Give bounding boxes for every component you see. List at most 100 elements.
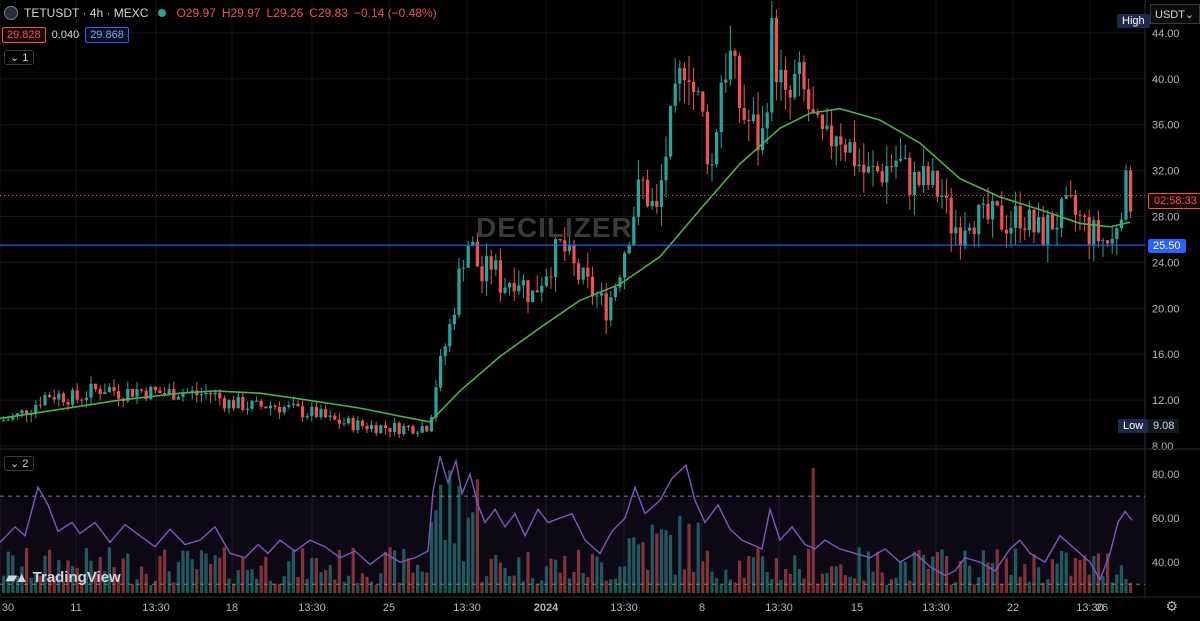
indicator-toggle-1[interactable]: ⌄ 1	[4, 50, 35, 65]
candle-body	[158, 390, 162, 394]
volume-bar	[986, 562, 990, 593]
volume-bar	[466, 517, 470, 593]
candle-body	[613, 287, 617, 298]
volume-bar	[75, 568, 79, 593]
candle-body	[43, 394, 47, 406]
volume-bar	[416, 564, 420, 593]
indicator-toggle-2[interactable]: ⌄ 2	[4, 456, 35, 471]
time-tick-label: 13:30	[765, 602, 793, 614]
candle-body	[328, 415, 332, 418]
candle-body	[209, 392, 213, 395]
volume-bar	[613, 578, 617, 593]
candle-body	[337, 419, 341, 424]
hline-price-label[interactable]: 25.50	[1148, 239, 1186, 253]
volume-bar	[968, 565, 972, 593]
candle-body	[848, 142, 852, 153]
volume-bar	[204, 553, 208, 593]
volume-bar	[866, 551, 870, 593]
volume-bar	[11, 555, 15, 593]
candle-body	[650, 200, 654, 207]
volume-bar	[535, 584, 539, 593]
candle-body	[1023, 228, 1027, 230]
candle-body	[140, 389, 144, 391]
candle-body	[807, 89, 811, 110]
volume-bar	[756, 548, 760, 593]
volume-bar	[991, 562, 995, 593]
candle-body	[360, 420, 364, 426]
volume-bar	[107, 547, 111, 593]
volume-bar	[1004, 558, 1008, 593]
candle-body	[126, 388, 130, 402]
candle-body	[600, 293, 604, 296]
countdown-label: 02:58:33	[1148, 193, 1200, 209]
volume-bar	[1124, 578, 1128, 593]
candle-body	[11, 416, 15, 420]
volume-bar	[908, 580, 912, 593]
candle-body	[245, 408, 249, 410]
currency-select[interactable]: USDT ⌄	[1150, 4, 1200, 24]
volume-bar	[222, 547, 226, 593]
volume-bar	[1050, 559, 1054, 593]
volume-bar	[149, 584, 153, 593]
candle-body	[397, 423, 401, 434]
tradingview-logo[interactable]: ▰▲ TradingView	[6, 569, 121, 586]
candle-body	[797, 62, 801, 74]
volume-bar	[420, 571, 424, 593]
candle-body	[434, 387, 438, 418]
volume-bar	[485, 576, 489, 593]
candle-body	[926, 166, 930, 186]
chevron-down-icon: ⌄	[10, 458, 20, 470]
candle-body	[742, 107, 746, 120]
candle-body	[351, 418, 355, 431]
indicator-count-1: 1	[22, 52, 29, 64]
candle-body	[825, 125, 829, 130]
volume-bar	[112, 567, 116, 593]
high-label: High	[1117, 14, 1150, 28]
candle-body	[935, 170, 939, 197]
candle-body	[811, 109, 815, 113]
candle-body	[609, 297, 613, 321]
candle-body	[604, 293, 608, 321]
candle-body	[1027, 209, 1031, 230]
bid-price[interactable]: 29.828	[2, 27, 46, 43]
volume-bar	[498, 562, 502, 593]
volume-bar	[678, 515, 682, 593]
bid-ask: 29.828 0.040 29.868	[2, 27, 129, 43]
volume-bar	[475, 479, 479, 593]
volume-bar	[176, 562, 180, 593]
volume-bar	[715, 578, 719, 593]
candle-body	[1014, 205, 1018, 228]
volume-bar	[912, 551, 916, 593]
volume-bar	[834, 566, 838, 593]
volume-bar	[618, 566, 622, 593]
candle-body	[646, 179, 650, 207]
candle-body	[531, 290, 535, 303]
volume-bar	[241, 556, 245, 593]
time-tick-label: 18	[226, 602, 238, 614]
volume-bar	[917, 549, 921, 593]
gear-icon[interactable]: ⚙	[1165, 598, 1178, 614]
volume-bar	[342, 581, 346, 593]
volume-bar	[337, 549, 341, 593]
candle-body	[958, 227, 962, 246]
candle-body	[678, 67, 682, 84]
ask-price[interactable]: 29.868	[85, 27, 129, 43]
candle-body	[793, 73, 797, 98]
volume-bar	[632, 537, 636, 593]
volume-bar	[503, 567, 507, 593]
candle-body	[485, 256, 489, 282]
candle-body	[945, 195, 949, 198]
volume-bar	[1096, 553, 1100, 593]
volume-bar	[636, 544, 640, 593]
candle-body	[954, 227, 958, 234]
volume-bar	[227, 578, 231, 593]
candle-body	[618, 277, 622, 288]
volume-bar	[770, 579, 774, 593]
candle-body	[747, 119, 751, 122]
volume-bar	[153, 580, 157, 593]
candle-body	[439, 356, 443, 388]
volume-bar	[659, 529, 663, 593]
symbol-title[interactable]: TETUSDT · 4h · MEXC	[24, 6, 149, 20]
candle-body	[816, 112, 820, 115]
